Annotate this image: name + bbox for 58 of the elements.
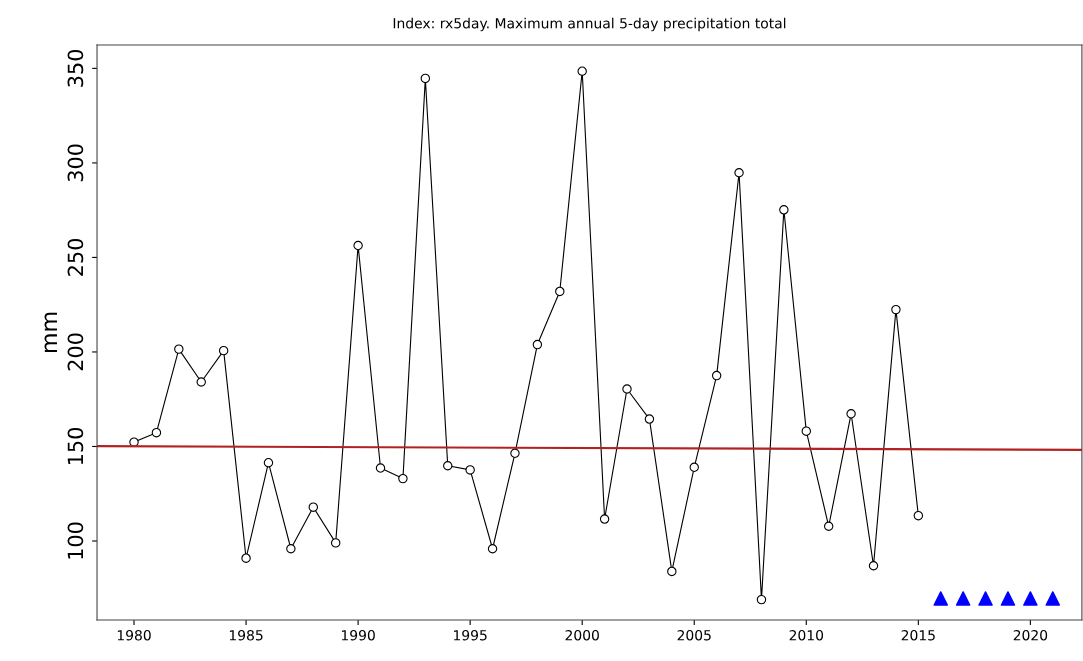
x-tick-label: 2005 [677,629,711,641]
point [644,414,655,424]
point [286,544,296,554]
x-tick-label: 1980 [117,629,151,641]
point [868,561,879,571]
point [933,591,949,606]
x-tick-label: 2000 [565,629,599,641]
x-tick-label: 2020 [1013,629,1048,641]
chart-title: Index: rx5day. Maximum annual 5-day precipitation total [393,17,786,32]
point [308,502,319,512]
point [846,409,856,419]
point [218,345,229,356]
point [487,544,498,554]
point [756,594,767,605]
point [151,427,162,438]
point [420,73,431,84]
x-tick-label: 2010 [789,629,824,641]
point [891,304,901,315]
point [779,205,789,215]
y-tick-label: 200 [67,333,84,371]
point [398,473,408,484]
y-tick-label: 100 [67,522,84,559]
point [1023,591,1038,606]
point [465,465,475,475]
point [1000,591,1016,606]
point [734,168,744,178]
y-tick-label: 350 [67,49,84,87]
x-tick-label: 1995 [454,629,487,641]
point [711,370,722,381]
y-axis-title: mm [44,312,57,353]
point [196,377,206,387]
y-tick-label: 250 [67,238,84,276]
point [241,553,251,563]
point [577,66,587,76]
point [913,510,924,521]
y-tick-label: 150 [67,427,84,465]
point [555,286,565,297]
point [443,461,453,471]
point [978,591,993,606]
point [689,462,699,472]
point [801,426,812,436]
point [622,384,632,394]
y-tick-label: 300 [67,144,84,182]
x-tick-label: 1990 [341,629,375,641]
point [667,566,677,577]
point [532,339,543,350]
point [330,538,341,548]
point [599,514,610,524]
point [263,458,274,468]
point [1045,591,1061,606]
point [174,344,184,354]
x-tick-label: 1985 [229,629,263,641]
point [955,591,971,606]
point [353,240,363,251]
point [375,463,386,473]
point [510,448,520,459]
point [823,521,834,531]
x-tick-label: 2015 [901,629,935,641]
